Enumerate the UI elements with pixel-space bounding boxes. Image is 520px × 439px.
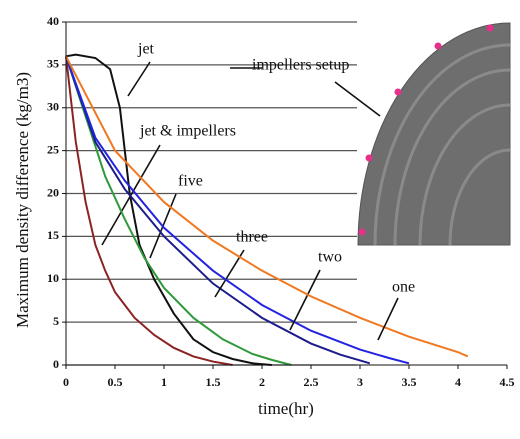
- impellers-image: [357, 22, 511, 246]
- y-tick-label: 5: [53, 314, 59, 328]
- series-label: jet & impellers: [139, 123, 236, 140]
- y-tick-label: 10: [47, 271, 59, 285]
- label-arrow: [377, 297, 399, 341]
- series-line: [65, 55, 292, 366]
- y-tick-label: 20: [47, 185, 59, 199]
- impeller-dots: [358, 24, 494, 236]
- series-line: [65, 55, 371, 365]
- x-tick-label: 3.5: [402, 375, 417, 389]
- x-tick-label: 4.5: [500, 375, 515, 389]
- x-tick-label: 1: [161, 375, 167, 389]
- series-label: two: [318, 249, 342, 266]
- impellers-texture: [373, 43, 511, 246]
- y-tick-label: 35: [47, 57, 59, 71]
- y-tick-label: 40: [47, 14, 59, 28]
- series-line: [65, 55, 469, 358]
- x-tick-label: 2.5: [304, 375, 319, 389]
- y-tick-label: 15: [47, 228, 59, 242]
- y-tick-label: 25: [47, 142, 59, 156]
- x-tick-label: 2: [259, 375, 265, 389]
- x-tick-label: 4: [455, 375, 461, 389]
- label-arrow: [127, 61, 151, 97]
- x-tick-label: 0: [63, 375, 69, 389]
- x-axis-label: time(hr): [258, 399, 314, 418]
- y-tick-label: 30: [47, 100, 59, 114]
- series-label: jet: [137, 41, 155, 58]
- annotation: impellers setup: [252, 57, 349, 74]
- series-label: five: [178, 173, 203, 190]
- series-label: three: [236, 229, 268, 246]
- series-line: [65, 56, 233, 366]
- y-axis-label: Maximum density difference (kg/m3): [13, 72, 32, 328]
- series-label: one: [392, 279, 415, 296]
- y-tick-label: 0: [53, 357, 59, 371]
- series-line: [65, 55, 410, 365]
- annotation-arrow: [334, 81, 381, 117]
- x-tick-label: 0.5: [108, 375, 123, 389]
- label-arrow: [289, 269, 321, 331]
- x-tick-label: 1.5: [206, 375, 221, 389]
- x-tick-label: 3: [357, 375, 363, 389]
